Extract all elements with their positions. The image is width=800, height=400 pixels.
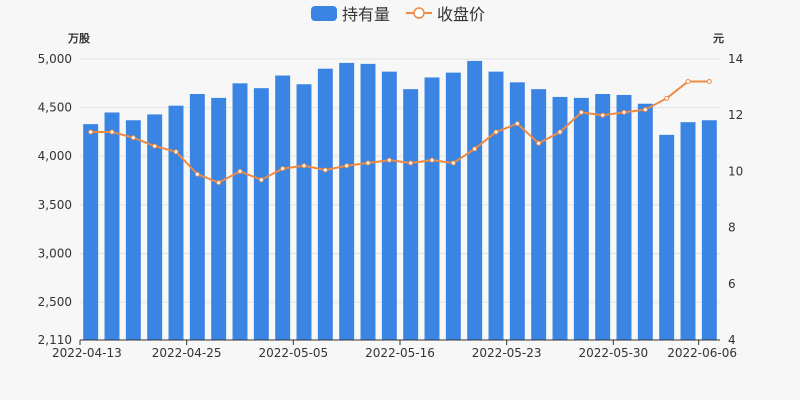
close-price-point[interactable] [280, 166, 286, 172]
y-right-tick-label: 10 [728, 164, 743, 178]
close-price-point[interactable] [578, 109, 584, 115]
bar-holding[interactable] [445, 72, 461, 340]
close-price-point[interactable] [344, 163, 350, 169]
bar-holding[interactable] [147, 114, 163, 340]
close-price-point[interactable] [600, 112, 606, 118]
close-price-line [90, 80, 710, 184]
bar-holding[interactable] [509, 82, 525, 341]
bar-holding[interactable] [531, 89, 547, 340]
close-price-point[interactable] [429, 157, 435, 163]
y-left-tick-label: 4,000 [38, 149, 72, 163]
axes: 2,110 2,500 3,000 3,500 4,000 4,500 5,000 4 6 8 10… [38, 52, 744, 360]
bar-holding[interactable] [275, 75, 291, 340]
legend-item-close-price[interactable]: 收盘价 [406, 5, 485, 24]
bar-holding[interactable] [104, 112, 120, 340]
bar-holding[interactable] [360, 63, 376, 340]
close-price-point[interactable] [301, 163, 307, 169]
bar-holding[interactable] [403, 89, 419, 340]
x-tick-label: 2022-05-30 [578, 346, 648, 360]
legend-label-close-price: 收盘价 [437, 5, 485, 24]
line-series-close-price [88, 78, 712, 186]
close-price-point[interactable] [685, 78, 691, 84]
y-right-tick-label: 8 [728, 221, 736, 235]
close-price-point[interactable] [706, 78, 712, 84]
close-price-point[interactable] [365, 160, 371, 166]
x-tick-label: 2022-04-13 [52, 346, 122, 360]
legend-swatch-holdings [311, 6, 337, 21]
close-price-point[interactable] [258, 177, 264, 183]
close-price-point[interactable] [152, 143, 158, 149]
close-price-point[interactable] [408, 160, 414, 166]
bar-holding[interactable] [701, 120, 717, 340]
bar-holding[interactable] [552, 96, 568, 341]
bar-holding[interactable] [168, 105, 184, 340]
bar-holding[interactable] [296, 84, 312, 340]
close-price-point[interactable] [664, 95, 670, 101]
bar-holding[interactable] [659, 134, 675, 340]
y-left-tick-label: 2,110 [38, 333, 72, 347]
y-right-tick-label: 4 [728, 333, 736, 347]
close-price-point[interactable] [237, 168, 243, 174]
close-price-point[interactable] [557, 129, 563, 135]
legend: 持有量 收盘价 [311, 5, 485, 24]
bar-holding[interactable] [125, 120, 141, 340]
close-price-point[interactable] [472, 146, 478, 152]
y-right-tick-label: 6 [728, 277, 736, 291]
y-right-unit-label: 元 [713, 32, 724, 45]
bar-holding[interactable] [83, 124, 99, 341]
y-left-tick-label: 5,000 [38, 52, 72, 66]
close-price-point[interactable] [130, 135, 136, 141]
bar-holding[interactable] [253, 88, 269, 340]
bar-holding[interactable] [317, 68, 333, 341]
close-price-point[interactable] [514, 121, 520, 127]
bar-holding[interactable] [616, 94, 632, 341]
bar-series-holdings [83, 60, 717, 341]
close-price-point[interactable] [216, 180, 222, 186]
y-left-unit-label: 万股 [67, 32, 91, 45]
bar-holding[interactable] [573, 97, 589, 340]
close-price-point[interactable] [493, 129, 499, 135]
x-tick-label: 2022-05-23 [472, 346, 542, 360]
bar-holding[interactable] [595, 94, 611, 340]
legend-label-holdings: 持有量 [342, 5, 390, 24]
bar-holding[interactable] [211, 97, 227, 340]
close-price-point[interactable] [642, 107, 648, 113]
bar-holding[interactable] [189, 94, 205, 340]
close-price-point[interactable] [322, 167, 328, 173]
bar-holding[interactable] [488, 71, 504, 340]
x-tick-label: 2022-06-06 [667, 346, 737, 360]
y-right-tick-label: 12 [728, 108, 743, 122]
y-left-tick-label: 3,500 [38, 198, 72, 212]
x-tick-label: 2022-05-05 [258, 346, 328, 360]
bar-holding[interactable] [424, 77, 440, 340]
bar-holding[interactable] [680, 122, 696, 341]
close-price-point[interactable] [194, 171, 200, 177]
y-left-tick-label: 3,000 [38, 246, 72, 260]
y-right-tick-label: 14 [728, 52, 743, 66]
close-price-point[interactable] [621, 109, 627, 115]
bar-holding[interactable] [381, 71, 397, 340]
y-left-tick-label: 4,500 [38, 101, 72, 115]
y-left-tick-label: 2,500 [38, 295, 72, 309]
close-price-point[interactable] [386, 157, 392, 163]
bar-holding[interactable] [339, 62, 355, 340]
close-price-point[interactable] [173, 149, 179, 155]
grid-lines [80, 58, 720, 303]
x-tick-label: 2022-05-16 [365, 346, 435, 360]
bar-holding[interactable] [637, 103, 653, 340]
close-price-point[interactable] [536, 140, 542, 146]
legend-item-holdings[interactable]: 持有量 [311, 5, 390, 24]
close-price-point[interactable] [109, 129, 115, 135]
close-price-point[interactable] [450, 160, 456, 166]
bar-holding[interactable] [232, 83, 248, 341]
bar-holding[interactable] [467, 60, 483, 340]
legend-swatch-close-price-dot [413, 7, 425, 19]
close-price-point[interactable] [88, 129, 94, 135]
x-tick-label: 2022-04-25 [152, 346, 222, 360]
